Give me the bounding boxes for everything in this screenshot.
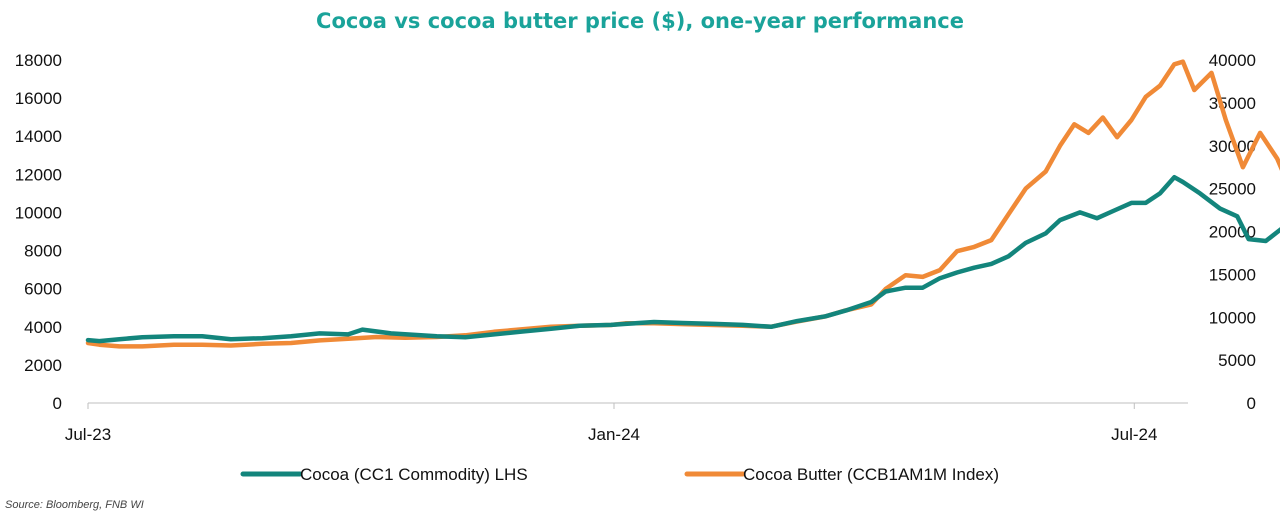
left-tick-label: 6000 xyxy=(24,280,62,299)
series-line-cocoa-butter xyxy=(85,59,1280,349)
left-tick-label: 8000 xyxy=(24,242,62,261)
x-tick-label: Jul-23 xyxy=(65,425,111,444)
left-axis-ticks: 0 2000 4000 6000 8000 10000 12000 14000 16000 180… xyxy=(15,51,62,413)
left-tick-label: 18000 xyxy=(15,51,62,70)
right-tick-label: 30000 xyxy=(1209,137,1256,156)
right-tick-label: 5000 xyxy=(1218,351,1256,370)
legend-label-butter: Cocoa Butter (CCB1AM1M Index) xyxy=(743,465,999,484)
source-note: Source: Bloomberg, FNB WI xyxy=(5,499,144,511)
left-tick-label: 4000 xyxy=(24,318,62,337)
right-tick-label: 15000 xyxy=(1209,265,1256,284)
legend: Cocoa (CC1 Commodity) LHS Cocoa Butter (… xyxy=(240,465,999,484)
left-tick-label: 2000 xyxy=(24,356,62,375)
x-tick-label: Jan-24 xyxy=(588,425,640,444)
right-tick-label: 35000 xyxy=(1209,94,1256,113)
right-tick-label: 10000 xyxy=(1209,308,1256,327)
left-tick-label: 0 xyxy=(53,394,62,413)
legend-label-cocoa: Cocoa (CC1 Commodity) LHS xyxy=(300,465,528,484)
left-tick-label: 14000 xyxy=(15,127,62,146)
series-layer xyxy=(85,59,1280,349)
right-tick-label: 25000 xyxy=(1209,180,1256,199)
x-tick-label: Jul-24 xyxy=(1111,425,1157,444)
left-tick-label: 12000 xyxy=(15,165,62,184)
x-axis-ticks: Jul-23 Jan-24 Jul-24 xyxy=(65,403,1157,444)
chart-title: Cocoa vs cocoa butter price ($), one-yea… xyxy=(316,9,964,33)
left-tick-label: 16000 xyxy=(15,89,62,108)
right-tick-label: 40000 xyxy=(1209,51,1256,70)
series-line-cocoa xyxy=(85,174,1280,344)
left-tick-label: 10000 xyxy=(15,203,62,222)
right-tick-label: 0 xyxy=(1247,394,1256,413)
